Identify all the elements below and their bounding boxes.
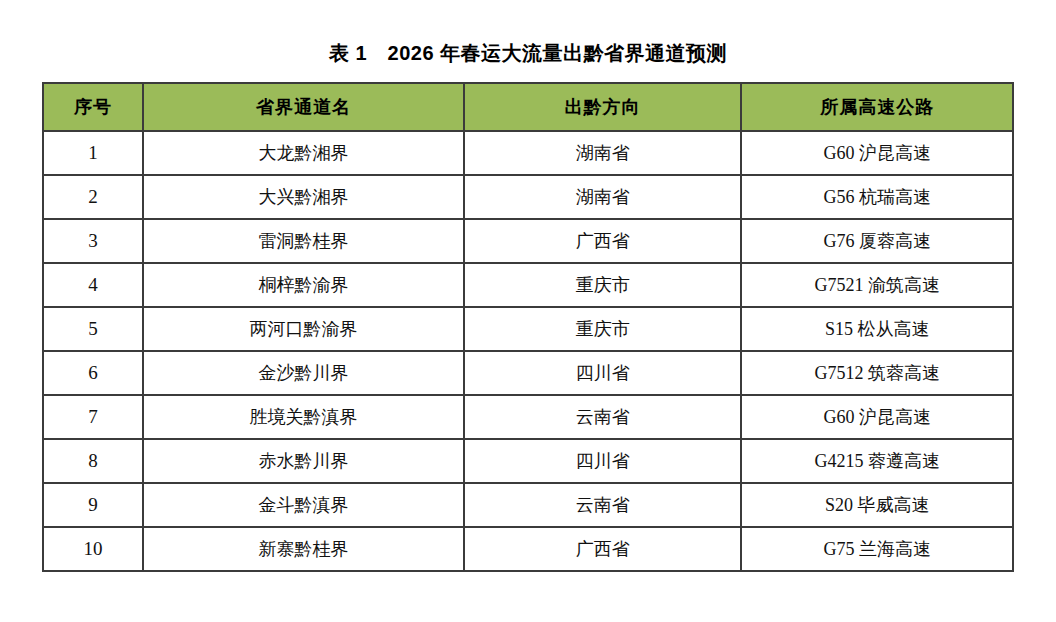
cell-expressway: G56 杭瑞高速 <box>741 175 1013 219</box>
cell-expressway: S15 松从高速 <box>741 307 1013 351</box>
cell-serial-number: 2 <box>43 175 143 219</box>
cell-channel-name: 金沙黔川界 <box>143 351 464 395</box>
cell-channel-name: 雷洞黔桂界 <box>143 219 464 263</box>
cell-expressway: G60 沪昆高速 <box>741 395 1013 439</box>
table-header: 序号省界通道名出黔方向所属高速公路 <box>43 83 1013 131</box>
cell-channel-name: 大兴黔湘界 <box>143 175 464 219</box>
cell-serial-number: 1 <box>43 131 143 175</box>
column-header: 所属高速公路 <box>741 83 1013 131</box>
cell-expressway: G76 厦蓉高速 <box>741 219 1013 263</box>
cell-exit-direction: 广西省 <box>464 219 741 263</box>
cell-exit-direction: 重庆市 <box>464 263 741 307</box>
cell-expressway: G60 沪昆高速 <box>741 131 1013 175</box>
page-title: 表 1 2026 年春运大流量出黔省界通道预测 <box>0 0 1056 64</box>
cell-exit-direction: 重庆市 <box>464 307 741 351</box>
cell-expressway: G7521 渝筑高速 <box>741 263 1013 307</box>
cell-channel-name: 大龙黔湘界 <box>143 131 464 175</box>
cell-exit-direction: 四川省 <box>464 351 741 395</box>
column-header: 序号 <box>43 83 143 131</box>
cell-channel-name: 桐梓黔渝界 <box>143 263 464 307</box>
cell-exit-direction: 云南省 <box>464 395 741 439</box>
forecast-table: 序号省界通道名出黔方向所属高速公路 1大龙黔湘界湖南省G60 沪昆高速2大兴黔湘… <box>42 82 1014 572</box>
cell-channel-name: 新寨黔桂界 <box>143 527 464 571</box>
cell-expressway: G7512 筑蓉高速 <box>741 351 1013 395</box>
cell-exit-direction: 湖南省 <box>464 175 741 219</box>
cell-serial-number: 5 <box>43 307 143 351</box>
cell-expressway: S20 毕威高速 <box>741 483 1013 527</box>
table-body: 1大龙黔湘界湖南省G60 沪昆高速2大兴黔湘界湖南省G56 杭瑞高速3雷洞黔桂界… <box>43 131 1013 571</box>
cell-channel-name: 赤水黔川界 <box>143 439 464 483</box>
table-row: 4桐梓黔渝界重庆市G7521 渝筑高速 <box>43 263 1013 307</box>
table-row: 2大兴黔湘界湖南省G56 杭瑞高速 <box>43 175 1013 219</box>
cell-channel-name: 两河口黔渝界 <box>143 307 464 351</box>
cell-serial-number: 6 <box>43 351 143 395</box>
cell-channel-name: 金斗黔滇界 <box>143 483 464 527</box>
column-header: 省界通道名 <box>143 83 464 131</box>
cell-serial-number: 8 <box>43 439 143 483</box>
cell-serial-number: 10 <box>43 527 143 571</box>
cell-exit-direction: 广西省 <box>464 527 741 571</box>
cell-expressway: G4215 蓉遵高速 <box>741 439 1013 483</box>
cell-serial-number: 3 <box>43 219 143 263</box>
cell-expressway: G75 兰海高速 <box>741 527 1013 571</box>
table-row: 6金沙黔川界四川省G7512 筑蓉高速 <box>43 351 1013 395</box>
cell-exit-direction: 湖南省 <box>464 131 741 175</box>
table-row: 8赤水黔川界四川省G4215 蓉遵高速 <box>43 439 1013 483</box>
cell-exit-direction: 云南省 <box>464 483 741 527</box>
table-row: 1大龙黔湘界湖南省G60 沪昆高速 <box>43 131 1013 175</box>
cell-channel-name: 胜境关黔滇界 <box>143 395 464 439</box>
cell-serial-number: 9 <box>43 483 143 527</box>
table-row: 3雷洞黔桂界广西省G76 厦蓉高速 <box>43 219 1013 263</box>
table-header-row: 序号省界通道名出黔方向所属高速公路 <box>43 83 1013 131</box>
cell-exit-direction: 四川省 <box>464 439 741 483</box>
table-row: 7胜境关黔滇界云南省G60 沪昆高速 <box>43 395 1013 439</box>
cell-serial-number: 7 <box>43 395 143 439</box>
cell-serial-number: 4 <box>43 263 143 307</box>
column-header: 出黔方向 <box>464 83 741 131</box>
table-row: 5两河口黔渝界重庆市S15 松从高速 <box>43 307 1013 351</box>
table-row: 9金斗黔滇界云南省S20 毕威高速 <box>43 483 1013 527</box>
table-row: 10新寨黔桂界广西省G75 兰海高速 <box>43 527 1013 571</box>
